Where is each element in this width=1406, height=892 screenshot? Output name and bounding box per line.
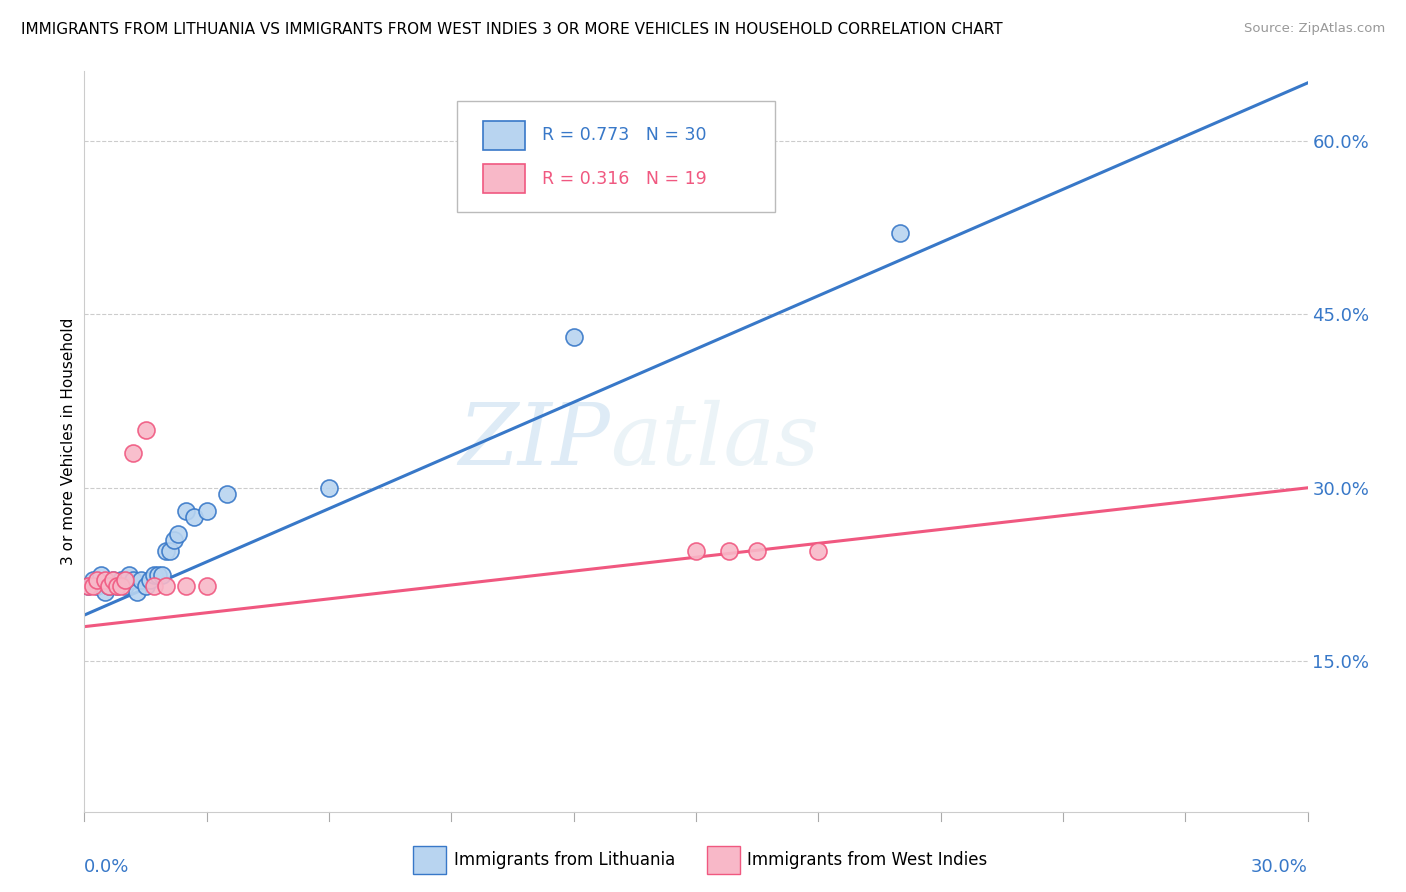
Point [131,574,153,588]
Point [101,574,124,588]
Text: Immigrants from West Indies: Immigrants from West Indies [748,851,987,869]
Point [159,544,181,558]
Point [114,574,136,588]
Point [195,579,218,593]
Point [82,579,104,593]
Point [685,544,707,558]
Point [86,574,108,588]
Point [86,579,108,593]
Point [135,423,157,437]
Point [77,579,100,593]
Text: IMMIGRANTS FROM LITHUANIA VS IMMIGRANTS FROM WEST INDIES 3 OR MORE VEHICLES IN H: IMMIGRANTS FROM LITHUANIA VS IMMIGRANTS … [21,22,1002,37]
Point [163,533,186,547]
Point [97,579,120,593]
FancyBboxPatch shape [484,120,524,150]
Point [747,544,769,558]
Point [807,544,830,558]
FancyBboxPatch shape [413,846,447,874]
Text: 30.0%: 30.0% [1251,858,1308,876]
Point [122,574,145,588]
Point [195,504,218,518]
Text: R = 0.316   N = 19: R = 0.316 N = 19 [541,169,707,187]
Point [155,544,177,558]
Point [889,227,911,241]
Y-axis label: 3 or more Vehicles in Household: 3 or more Vehicles in Household [60,318,76,566]
Point [114,579,136,593]
Point [155,579,177,593]
Point [174,579,197,593]
Point [146,567,169,582]
Point [110,579,132,593]
Point [318,481,340,495]
Point [90,567,112,582]
Point [105,579,128,593]
Point [97,579,120,593]
Text: Immigrants from Lithuania: Immigrants from Lithuania [454,851,675,869]
Point [122,446,145,460]
Text: R = 0.773   N = 30: R = 0.773 N = 30 [541,127,706,145]
Point [150,567,173,582]
Point [217,486,239,500]
Point [105,579,128,593]
Point [127,585,149,599]
Point [93,574,115,588]
Point [138,574,160,588]
Point [118,567,141,582]
Point [77,579,100,593]
Point [135,579,157,593]
Point [717,544,740,558]
Point [183,509,205,524]
Text: Source: ZipAtlas.com: Source: ZipAtlas.com [1244,22,1385,36]
Point [101,574,124,588]
Text: ZIP: ZIP [458,401,610,483]
Point [110,574,132,588]
FancyBboxPatch shape [457,101,776,212]
Point [142,579,165,593]
Point [93,585,115,599]
Point [82,574,104,588]
Point [562,330,585,344]
Text: 0.0%: 0.0% [84,858,129,876]
FancyBboxPatch shape [707,846,740,874]
Text: atlas: atlas [610,401,820,483]
FancyBboxPatch shape [484,164,524,194]
Point [174,504,197,518]
Point [142,567,165,582]
Point [167,527,190,541]
